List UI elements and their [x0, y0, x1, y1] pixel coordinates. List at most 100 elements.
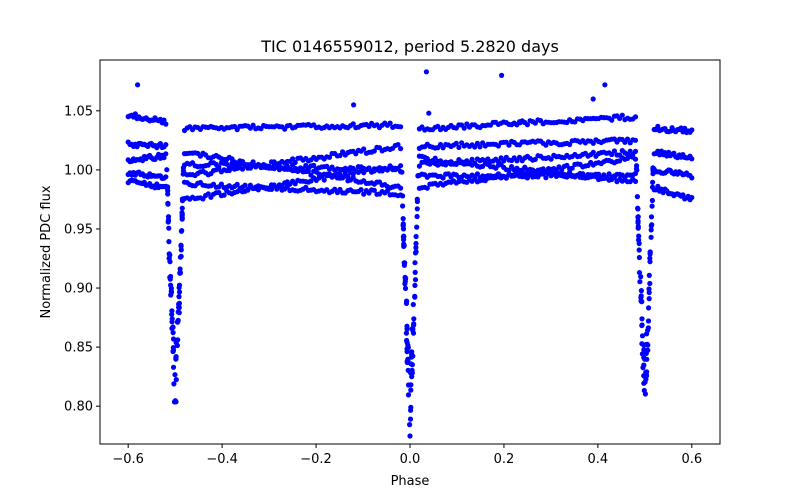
data-point: [135, 82, 141, 88]
data-point: [345, 173, 351, 179]
data-point: [177, 270, 183, 276]
data-point: [477, 144, 483, 150]
data-point: [635, 223, 641, 230]
data-point: [178, 243, 184, 249]
data-point: [371, 148, 377, 154]
data-point: [412, 294, 418, 300]
data-point: [350, 121, 356, 127]
x-tick-label: 0.0: [400, 452, 421, 467]
data-point: [634, 167, 640, 173]
data-point: [176, 285, 182, 291]
data-point: [635, 220, 641, 226]
data-point: [638, 293, 644, 299]
data-point: [395, 142, 401, 148]
data-point: [414, 196, 420, 202]
data-point: [168, 288, 174, 294]
data-point: [637, 279, 643, 285]
data-point: [636, 247, 642, 253]
data-point: [401, 234, 407, 240]
data-point: [319, 173, 325, 179]
data-point: [169, 308, 175, 314]
data-point: [426, 110, 432, 116]
data-point: [407, 433, 413, 439]
x-tick-label: −0.2: [300, 452, 332, 467]
data-point: [689, 127, 695, 133]
data-point: [469, 156, 475, 162]
data-point: [680, 192, 686, 198]
data-point: [638, 274, 644, 280]
data-point: [590, 149, 596, 155]
data-point: [609, 117, 615, 123]
data-point: [649, 203, 655, 209]
data-point: [411, 316, 417, 322]
data-point: [634, 194, 641, 200]
data-point: [548, 156, 554, 162]
x-axis: −0.6 −0.4 −0.2 0.0 0.2 0.4 0.6: [112, 444, 702, 467]
data-point: [655, 183, 661, 189]
data-point: [646, 272, 652, 278]
y-tick-label: 1.05: [64, 104, 93, 119]
data-point: [635, 214, 641, 220]
data-point: [399, 169, 405, 175]
x-tick-label: 0.6: [681, 452, 702, 467]
x-tick-label: −0.4: [206, 452, 238, 467]
data-point: [641, 347, 647, 353]
data-point: [400, 216, 406, 222]
y-tick-label: 0.80: [64, 400, 93, 415]
data-point: [266, 163, 272, 169]
data-point: [290, 156, 296, 162]
y-axis-label: Normalized PDC flux: [39, 185, 54, 318]
data-point: [179, 198, 186, 204]
x-axis-label: Phase: [391, 474, 430, 489]
data-point: [461, 125, 467, 131]
data-point: [648, 234, 654, 240]
data-point: [326, 154, 333, 160]
data-point: [409, 351, 415, 357]
data-point: [176, 301, 182, 308]
data-point: [361, 191, 367, 197]
data-point: [410, 330, 417, 336]
data-point: [157, 141, 163, 147]
data-point: [175, 309, 181, 315]
data-point: [647, 255, 653, 261]
data-point: [636, 233, 642, 239]
data-point: [175, 319, 181, 325]
data-point: [242, 182, 248, 188]
data-point: [646, 289, 652, 296]
data-point: [163, 151, 169, 157]
data-point: [404, 326, 410, 332]
data-point: [645, 318, 652, 324]
data-point: [649, 197, 656, 204]
data-point: [405, 382, 412, 388]
data-point: [174, 342, 180, 349]
data-point: [632, 156, 639, 162]
data-point: [474, 171, 480, 177]
data-point: [409, 370, 415, 376]
data-point: [590, 96, 596, 102]
data-point: [645, 347, 651, 353]
data-point: [172, 398, 178, 404]
data-point: [164, 167, 170, 173]
data-point: [649, 184, 656, 190]
data-point: [506, 142, 512, 148]
data-point: [403, 330, 409, 336]
data-point: [641, 387, 647, 394]
data-point: [165, 191, 171, 197]
data-point: [170, 364, 177, 370]
data-point: [411, 321, 417, 327]
data-point: [632, 148, 639, 154]
data-point: [176, 289, 183, 295]
data-point: [506, 167, 512, 173]
data-point: [161, 117, 167, 123]
data-point: [337, 152, 343, 159]
data-point: [456, 144, 462, 150]
data-point: [402, 281, 408, 287]
data-point: [412, 269, 418, 275]
data-point: [400, 221, 406, 227]
data-point: [371, 187, 377, 193]
data-point: [413, 240, 419, 247]
data-point: [640, 365, 646, 371]
data-point: [398, 124, 404, 130]
data-point: [413, 233, 419, 240]
data-point: [165, 201, 171, 207]
